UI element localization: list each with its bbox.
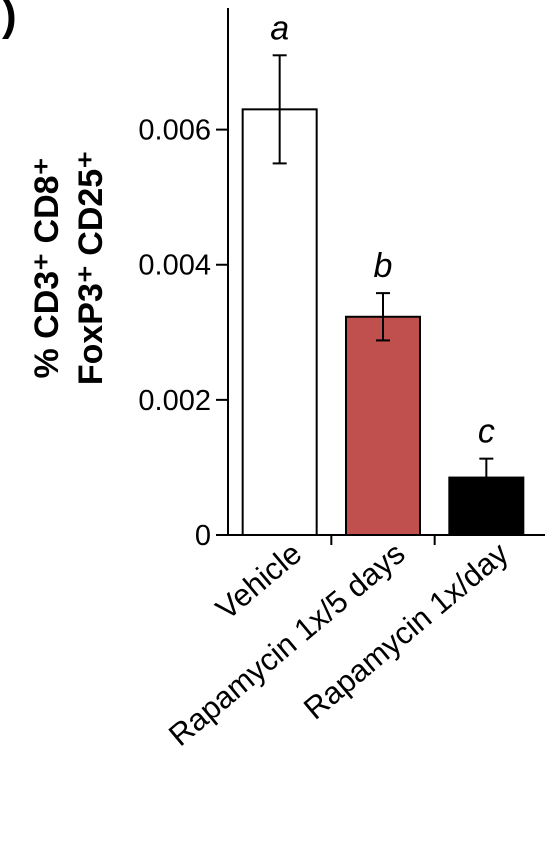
y-axis-title-line-1: % CD3⁺ CD8⁺ [28, 157, 66, 378]
y-tick-label: 0.006 [138, 115, 211, 147]
bar [448, 476, 525, 537]
significance-letter: a [270, 9, 289, 47]
y-tick-label: 0 [195, 520, 211, 552]
bar [241, 108, 318, 536]
y-tick-label: 0.002 [138, 385, 211, 417]
y-axis-title-line-2: FoxP3⁺ CD25⁺ [72, 151, 110, 385]
panel-label: ) [2, 0, 17, 40]
bars: a b c [241, 9, 525, 537]
significance-letter: b [374, 247, 393, 285]
bar [345, 315, 421, 536]
y-axis-title: % CD3⁺ CD8⁺ FoxP3⁺ CD25⁺ [28, 151, 110, 385]
x-tick-label: Vehicle [209, 536, 308, 627]
y-tick-label: 0.004 [138, 250, 211, 282]
y-ticks: 0 0.002 0.004 0.006 [138, 115, 228, 552]
significance-letter: c [478, 413, 495, 451]
